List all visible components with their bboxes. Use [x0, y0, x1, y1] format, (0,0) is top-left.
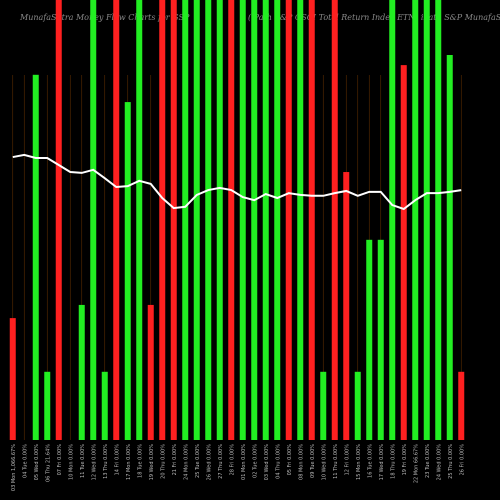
bar	[377, 239, 384, 440]
bar	[159, 0, 166, 440]
bar	[274, 0, 281, 440]
bar	[228, 0, 235, 440]
bar	[78, 304, 85, 440]
x-tick-label: 01 Mon 0.00%	[241, 444, 247, 480]
x-tick-label: 18 Thu 0.00%	[390, 444, 396, 479]
bar	[412, 0, 419, 440]
bar	[193, 0, 200, 440]
bar	[205, 0, 212, 440]
bar	[389, 0, 396, 440]
chart-subtitle: (iPath S&P GSCI Total Return Index ETN) …	[248, 13, 500, 22]
bar	[170, 0, 177, 440]
bar	[32, 74, 39, 441]
x-tick-label: 03 Mon 1,066.67%	[11, 444, 17, 491]
x-tick-label: 08 Mon 0.00%	[298, 444, 304, 480]
x-tick-label: 04 Thu 0.00%	[275, 444, 281, 479]
x-tick-label: 28 Fri 0.00%	[229, 444, 235, 476]
bar	[113, 0, 120, 440]
bar	[366, 239, 373, 440]
bar	[308, 0, 315, 440]
bar	[423, 0, 430, 440]
bar	[136, 0, 143, 440]
bar	[147, 304, 154, 440]
x-tick-label: 24 Wed 0.00%	[436, 444, 442, 481]
x-tick-label: 22 Mon 66.67%	[413, 444, 419, 483]
bar	[446, 55, 453, 440]
bar	[458, 371, 465, 440]
x-tick-label: 11 Thu 0.00%	[333, 444, 339, 479]
x-tick-label: 13 Thu 0.00%	[103, 444, 109, 479]
x-tick-label: 02 Tue 0.00%	[252, 444, 258, 478]
chart-title: MunafaSutra Money Flow Charts for GSP	[19, 13, 190, 22]
bar	[44, 371, 51, 440]
bar	[297, 0, 304, 440]
bar	[101, 371, 108, 440]
x-tick-label: 05 Wed 0.00%	[34, 444, 40, 481]
x-tick-label: 04 Tue 0.00%	[22, 444, 28, 478]
money-flow-line	[12, 153, 462, 211]
x-tick-label: 24 Mon 0.00%	[183, 444, 189, 480]
x-tick-label: 10 Mon 0.00%	[68, 444, 74, 480]
bar	[55, 0, 62, 440]
bar	[331, 0, 338, 440]
x-tick-label: 26 Fri 0.00%	[459, 444, 465, 476]
bar	[90, 0, 97, 440]
x-tick-label: 27 Thu 0.00%	[218, 444, 224, 479]
x-tick-label: 19 Fri 0.00%	[402, 444, 408, 476]
x-tick-label: 26 Wed 0.00%	[206, 444, 212, 481]
bar	[182, 0, 189, 440]
x-tick-label: 23 Tue 0.00%	[425, 444, 431, 478]
bar	[216, 0, 223, 440]
x-tick-label: 07 Fri 0.00%	[57, 444, 63, 476]
bar	[9, 318, 16, 440]
bar	[285, 0, 292, 440]
x-tick-label: 18 Tue 0.00%	[137, 444, 143, 478]
x-tick-label: 15 Mon 0.00%	[356, 444, 362, 480]
bar	[239, 0, 246, 440]
bar	[251, 0, 258, 440]
x-tick-label: 25 Thu 0.00%	[448, 444, 454, 479]
x-tick-label: 21 Fri 0.00%	[172, 444, 178, 476]
bar	[343, 172, 350, 441]
bar	[400, 65, 407, 441]
x-tick-label: 16 Tue 0.00%	[367, 444, 373, 478]
x-tick-label: 10 Wed 0.00%	[321, 444, 327, 481]
x-tick-label: 03 Wed 0.00%	[264, 444, 270, 481]
bar	[320, 371, 327, 440]
x-tick-label: 09 Tue 0.00%	[310, 444, 316, 478]
x-tick-label: 17 Mon 0.00%	[126, 444, 132, 480]
bar	[262, 0, 269, 440]
x-tick-label: 20 Thu 0.00%	[160, 444, 166, 479]
x-tick-label: 25 Tue 0.00%	[195, 444, 201, 478]
x-tick-label: 06 Thu 21.64%	[45, 444, 51, 482]
bar	[435, 0, 442, 440]
x-tick-label: 19 Wed 0.00%	[149, 444, 155, 481]
bar	[354, 371, 361, 440]
bar	[124, 102, 131, 440]
x-tick-label: 12 Wed 0.00%	[91, 444, 97, 481]
x-tick-label: 12 Fri 0.00%	[344, 444, 350, 476]
x-tick-label: 11 Tue 0.00%	[80, 444, 86, 478]
x-tick-label: 14 Fri 0.00%	[114, 444, 120, 476]
x-tick-label: 05 Fri 0.00%	[287, 444, 293, 476]
x-tick-label: 17 Wed 0.00%	[379, 444, 385, 481]
